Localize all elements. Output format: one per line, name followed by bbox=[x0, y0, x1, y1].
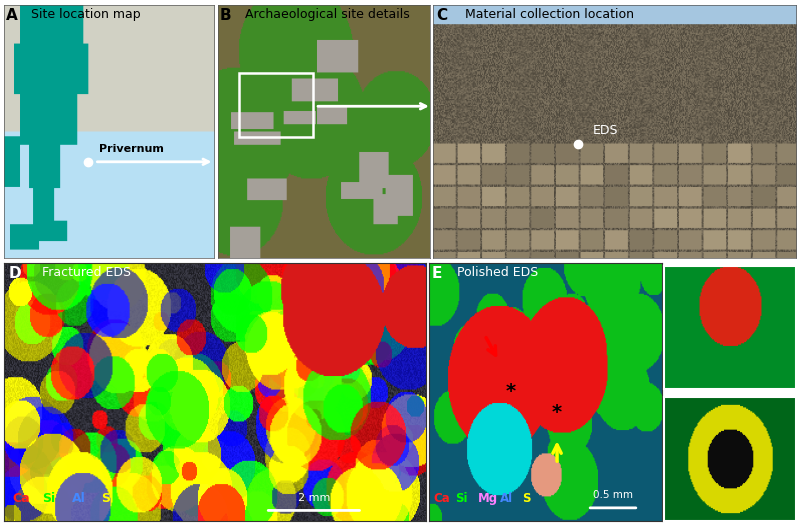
Text: S: S bbox=[101, 492, 110, 505]
Text: A: A bbox=[6, 8, 18, 23]
Text: *: * bbox=[506, 382, 515, 401]
Text: Polished EDS: Polished EDS bbox=[457, 266, 538, 279]
Text: Ca: Ca bbox=[434, 492, 450, 505]
Text: C: C bbox=[437, 8, 447, 23]
Text: E: E bbox=[431, 266, 442, 280]
Text: EDS: EDS bbox=[593, 124, 618, 137]
Text: D: D bbox=[8, 266, 21, 280]
Text: 0.5 mm: 0.5 mm bbox=[593, 490, 633, 500]
Text: Site location map: Site location map bbox=[31, 8, 141, 21]
Text: B: B bbox=[220, 8, 231, 23]
Text: *: * bbox=[552, 403, 562, 422]
Text: Privernum: Privernum bbox=[98, 144, 163, 154]
Text: 2 mm: 2 mm bbox=[298, 493, 330, 503]
Text: Material collection location: Material collection location bbox=[466, 8, 634, 21]
Text: Si: Si bbox=[456, 492, 468, 505]
Text: Si: Si bbox=[42, 492, 55, 505]
Text: Archaeological site details: Archaeological site details bbox=[245, 8, 410, 21]
Text: Mg: Mg bbox=[478, 492, 498, 505]
Text: Fractured EDS: Fractured EDS bbox=[42, 266, 131, 279]
Text: Al: Al bbox=[500, 492, 513, 505]
Text: Ca: Ca bbox=[13, 492, 30, 505]
Bar bbox=[239, 74, 313, 137]
Text: Al: Al bbox=[71, 492, 86, 505]
Text: S: S bbox=[522, 492, 530, 505]
